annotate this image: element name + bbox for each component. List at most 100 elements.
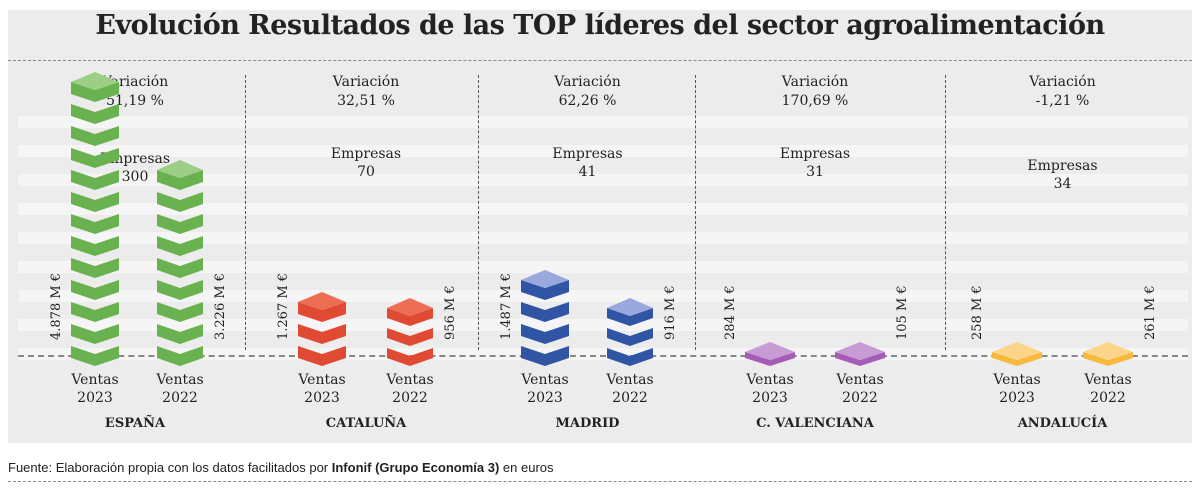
block <box>71 280 119 300</box>
variacion-label: Variación <box>332 74 400 90</box>
block <box>71 324 119 344</box>
block <box>387 328 433 346</box>
year-label: 2023 <box>999 390 1035 406</box>
block <box>745 352 795 366</box>
block-top <box>521 270 569 288</box>
variacion-value: 62,26 % <box>558 93 617 109</box>
ventas-label: Ventas <box>386 372 434 388</box>
year-label: 2022 <box>842 390 878 406</box>
bar-cataluña-2022 <box>387 298 433 366</box>
block <box>71 302 119 322</box>
block-top <box>1083 342 1133 360</box>
block <box>157 280 203 300</box>
stripe <box>18 319 1188 331</box>
bar-españa-2022 <box>157 160 203 366</box>
block <box>71 258 119 278</box>
block <box>71 82 119 102</box>
block-top <box>71 72 119 90</box>
year-label: 2023 <box>304 390 340 406</box>
bar-c. valenciana-2023 <box>745 342 795 366</box>
block <box>71 104 119 124</box>
year-label: 2023 <box>527 390 563 406</box>
block <box>521 324 569 344</box>
column-divider <box>945 75 946 350</box>
source-bold: Infonif (Grupo Economía 3) <box>331 460 500 475</box>
stripe <box>18 145 1188 157</box>
block-top <box>992 342 1042 360</box>
bar-españa-2023 <box>71 72 119 366</box>
region-label: ESPAÑA <box>104 416 166 431</box>
empresas-label: Empresas <box>779 146 851 162</box>
region-label: MADRID <box>555 416 620 431</box>
source-text: Fuente: Elaboración propia con los datos… <box>8 460 332 475</box>
ventas-label: Ventas <box>71 372 119 388</box>
block <box>157 258 203 278</box>
empresas-value: 41 <box>578 164 597 180</box>
bar-cataluña-2023 <box>298 292 346 366</box>
source-note: Fuente: Elaboración propia con los datos… <box>8 460 554 475</box>
block <box>607 348 653 366</box>
block <box>157 170 203 190</box>
block-top <box>298 292 346 310</box>
year-label: 2022 <box>392 390 428 406</box>
bar-madrid-2023 <box>521 270 569 366</box>
stripe <box>18 232 1188 244</box>
block <box>157 302 203 322</box>
empresas-value: 300 <box>121 169 149 185</box>
block <box>387 348 433 366</box>
region-label: C. VALENCIANA <box>756 416 874 431</box>
block <box>71 214 119 234</box>
block <box>157 324 203 344</box>
bar-madrid-2022 <box>607 298 653 366</box>
block <box>71 170 119 190</box>
block <box>1083 352 1133 366</box>
block-top <box>387 298 433 316</box>
year-label: 2023 <box>752 390 788 406</box>
ventas-label: Ventas <box>993 372 1041 388</box>
block <box>71 148 119 168</box>
ventas-label: Ventas <box>746 372 794 388</box>
variacion-label: Variación <box>1029 74 1096 90</box>
year-label: 2023 <box>77 390 113 406</box>
empresas-value: 70 <box>357 164 375 180</box>
block <box>521 302 569 322</box>
block-top <box>835 342 885 360</box>
stripe <box>18 203 1188 215</box>
variacion-value: 51,19 % <box>106 93 164 109</box>
ventas-label: Ventas <box>606 372 654 388</box>
divider <box>8 481 1192 482</box>
block <box>71 346 119 366</box>
empresas-value: 34 <box>1053 176 1072 192</box>
column-divider <box>245 75 246 350</box>
stripe <box>18 116 1188 128</box>
bar-andalucía-2022 <box>1083 342 1133 366</box>
block <box>298 324 346 344</box>
bar-andalucía-2023 <box>992 342 1042 366</box>
empresas-label: Empresas <box>330 146 402 162</box>
baseline <box>18 355 1188 357</box>
block-top <box>157 160 203 178</box>
variacion-label: Variación <box>781 74 849 90</box>
block <box>835 352 885 366</box>
stripe <box>18 261 1188 273</box>
ventas-label: Ventas <box>298 372 346 388</box>
region-label: CATALUÑA <box>325 416 407 431</box>
block <box>607 328 653 346</box>
year-label: 2022 <box>162 390 198 406</box>
chart-panel <box>8 10 1192 443</box>
ventas-label: Ventas <box>1084 372 1132 388</box>
block <box>71 126 119 146</box>
variacion-value: 32,51 % <box>337 93 395 109</box>
block <box>157 214 203 234</box>
ventas-label: Ventas <box>156 372 204 388</box>
variacion-value: -1,21 % <box>1035 93 1090 109</box>
empresas-label: Empresas <box>552 146 623 162</box>
empresas-label: Empresas <box>1027 158 1098 174</box>
ventas-label: Ventas <box>836 372 884 388</box>
divider <box>8 60 1192 61</box>
block <box>298 346 346 366</box>
block <box>521 346 569 366</box>
empresas-value: 31 <box>806 164 824 180</box>
source-suffix: en euros <box>499 460 554 475</box>
